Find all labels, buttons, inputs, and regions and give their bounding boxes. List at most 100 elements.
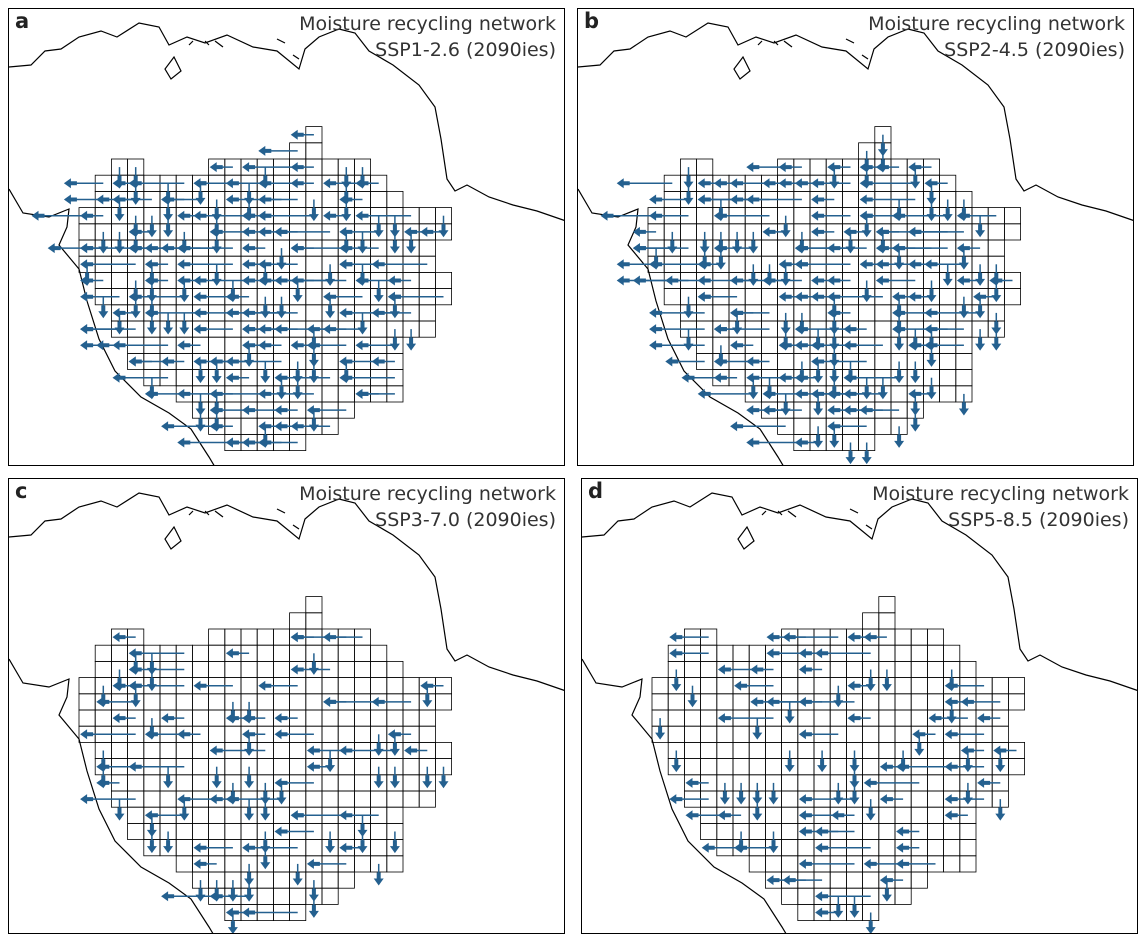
flow-arrow (112, 340, 126, 351)
flow-arrow (944, 794, 958, 805)
flow-arrow (161, 421, 175, 432)
flow-arrow (420, 680, 434, 691)
flow-arrow (827, 162, 841, 173)
grid-cell (127, 806, 145, 824)
panel-scenario: SSP1-2.6 (2090ies) (375, 39, 556, 61)
flow-arrow (177, 275, 191, 286)
grid-cell (78, 223, 96, 241)
flow-arrow (225, 713, 239, 724)
grid-cell (224, 628, 242, 646)
flow-arrow (877, 386, 888, 400)
flow-arrow (766, 875, 780, 886)
flow-arrow (766, 632, 780, 643)
flow-arrow (146, 321, 157, 335)
grid-cell (700, 709, 718, 727)
flow-arrow (244, 742, 255, 756)
flow-arrow (946, 710, 957, 724)
flow-arrow (389, 224, 400, 238)
flow-arrow (211, 272, 222, 286)
grid-cell (991, 725, 1009, 743)
flow-arrow (242, 243, 256, 254)
flow-arrow (616, 178, 630, 189)
flow-arrow (195, 418, 206, 432)
flow-arrow (325, 272, 336, 286)
grid-cell (809, 158, 827, 176)
network-edges (31, 129, 449, 448)
flow-arrow (389, 337, 400, 351)
flow-arrow (669, 648, 683, 659)
flow-arrow (276, 305, 287, 319)
grid-cell (874, 320, 892, 338)
flow-arrow (177, 794, 191, 805)
grid-cell (878, 612, 896, 630)
flow-arrow (683, 175, 694, 189)
flow-arrow (910, 370, 921, 384)
grid-cell (240, 628, 258, 646)
flow-arrow (323, 291, 337, 302)
grid-cell (370, 660, 388, 678)
flow-arrow (849, 775, 860, 789)
grid-cell (955, 369, 973, 387)
panel-a: a Moisture recycling network SSP1-2.6 (2… (8, 8, 565, 466)
flow-arrow (177, 388, 191, 399)
grid-cell (272, 693, 290, 711)
grid-cell (289, 612, 307, 630)
flow-arrow (748, 240, 759, 254)
flow-arrow (827, 307, 841, 318)
grid-cell (208, 644, 226, 662)
grid-cell (370, 709, 388, 727)
grid-cell (305, 142, 323, 160)
flow-arrow (128, 761, 142, 772)
grid-cell (955, 352, 973, 370)
grid-cell (959, 855, 977, 873)
flow-arrow (752, 726, 763, 740)
flow-arrow (730, 307, 744, 318)
flow-arrow (274, 777, 288, 788)
grid-cell (353, 774, 371, 792)
flow-arrow (861, 386, 872, 400)
flow-arrow (114, 321, 125, 335)
flow-arrow (258, 194, 272, 205)
grid-cell (353, 660, 371, 678)
flow-arrow (958, 256, 969, 270)
panel-scenario: SSP2-4.5 (2090ies) (944, 39, 1125, 61)
grid-cell (208, 660, 226, 678)
flow-arrow (323, 632, 337, 643)
grid-cell (809, 304, 827, 322)
flow-arrow (843, 388, 857, 399)
grid-cell (224, 806, 242, 824)
grid-cell (337, 790, 355, 808)
grid-cell (858, 304, 876, 322)
grid-cell (208, 725, 226, 743)
flow-arrow (894, 370, 905, 384)
flow-arrow (130, 694, 141, 708)
flow-arrow (387, 729, 401, 740)
grid-cell (175, 855, 193, 873)
flow-arrow (829, 434, 840, 448)
flow-arrow (861, 289, 872, 303)
grid-cell (353, 644, 371, 662)
flow-arrow (242, 307, 256, 318)
flow-arrow (849, 904, 860, 918)
flow-arrow (892, 307, 906, 318)
grid-cell (943, 741, 961, 759)
flow-arrow (778, 259, 792, 270)
flow-arrow (697, 194, 711, 205)
flow-arrow (195, 370, 206, 384)
flow-arrow (225, 907, 239, 918)
flow-arrow (750, 664, 764, 675)
flow-arrow (912, 729, 926, 740)
grid-cell (829, 660, 847, 678)
grid-cell (781, 887, 799, 905)
flow-arrow (960, 696, 974, 707)
grid-cell (651, 693, 669, 711)
grid-cell (777, 239, 795, 257)
network-edges (600, 134, 1013, 465)
flow-arrow (193, 275, 207, 286)
grid-cell (874, 304, 892, 322)
flow-arrow (146, 661, 157, 675)
grid-cell (878, 709, 896, 727)
flow-arrow (339, 745, 353, 756)
flow-arrow (112, 680, 126, 691)
grid-cell (402, 709, 420, 727)
